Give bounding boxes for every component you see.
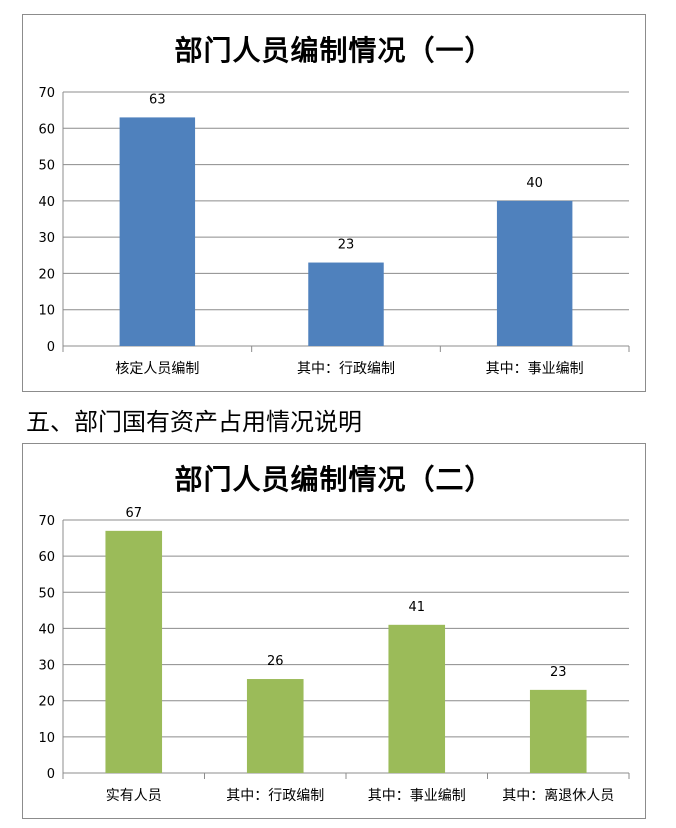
y-tick-label: 20: [38, 267, 55, 282]
category-label: 其中：事业编制: [368, 788, 466, 804]
bar: [105, 530, 163, 773]
category-label: 其中：离退休人员: [502, 787, 614, 804]
bar: [119, 117, 196, 347]
y-tick-label: 30: [38, 231, 55, 246]
y-tick-label: 10: [38, 304, 55, 319]
data-label: 41: [408, 600, 425, 615]
bar: [496, 200, 573, 346]
chart-panel-1: 部门人员编制情况（一） 0 10 20 30 40 50 60 70 63 核定人员编制 23 其中：…: [22, 14, 646, 392]
data-label: 26: [267, 654, 284, 669]
y-tick-label: 50: [38, 159, 55, 174]
chart-title: 部门人员编制情况（二）: [174, 463, 494, 496]
data-label: 67: [125, 506, 142, 521]
data-label: 40: [526, 176, 543, 191]
bar-chart: 0 10 20 30 40 50 60 70 63 核定人员编制 23 其中：行政编制 40 其中：事业编…: [38, 86, 630, 377]
y-tick-label: 70: [38, 514, 55, 529]
y-tick-label: 0: [47, 340, 55, 355]
bar-chart: 0 10 20 30 40 50 60 70 67 实有人员 26 其中：行政编制 41 其中：事业编制 2…: [38, 506, 630, 804]
y-tick-label: 40: [38, 622, 55, 637]
y-tick-label: 30: [38, 659, 55, 674]
chart-title: 部门人员编制情况（一）: [174, 34, 494, 67]
y-tick-label: 20: [38, 695, 55, 710]
category-label: 其中：行政编制: [226, 788, 324, 804]
bar: [308, 262, 384, 346]
data-label: 63: [149, 92, 166, 107]
data-label: 23: [338, 238, 355, 253]
y-tick-label: 70: [38, 86, 55, 101]
y-tick-label: 10: [38, 731, 55, 746]
category-label: 实有人员: [106, 788, 162, 804]
bar: [388, 624, 446, 773]
y-tick-label: 60: [38, 550, 55, 565]
section-heading: 五、部门国有资产占用情况说明: [26, 408, 362, 436]
chart-panel-2: 部门人员编制情况（二） 0 10 20 30 40 50 60 70 67 实有人员 26 其中：行政…: [22, 443, 646, 819]
category-label: 其中：行政编制: [297, 361, 395, 377]
y-tick-label: 0: [47, 767, 55, 782]
y-tick-label: 50: [38, 586, 55, 601]
category-label: 核定人员编制: [115, 361, 199, 377]
bar: [246, 679, 304, 773]
bar: [529, 689, 587, 773]
y-tick-label: 40: [38, 195, 55, 210]
data-label: 23: [550, 665, 567, 680]
category-label: 其中：事业编制: [486, 361, 584, 377]
y-tick-label: 60: [38, 122, 55, 137]
